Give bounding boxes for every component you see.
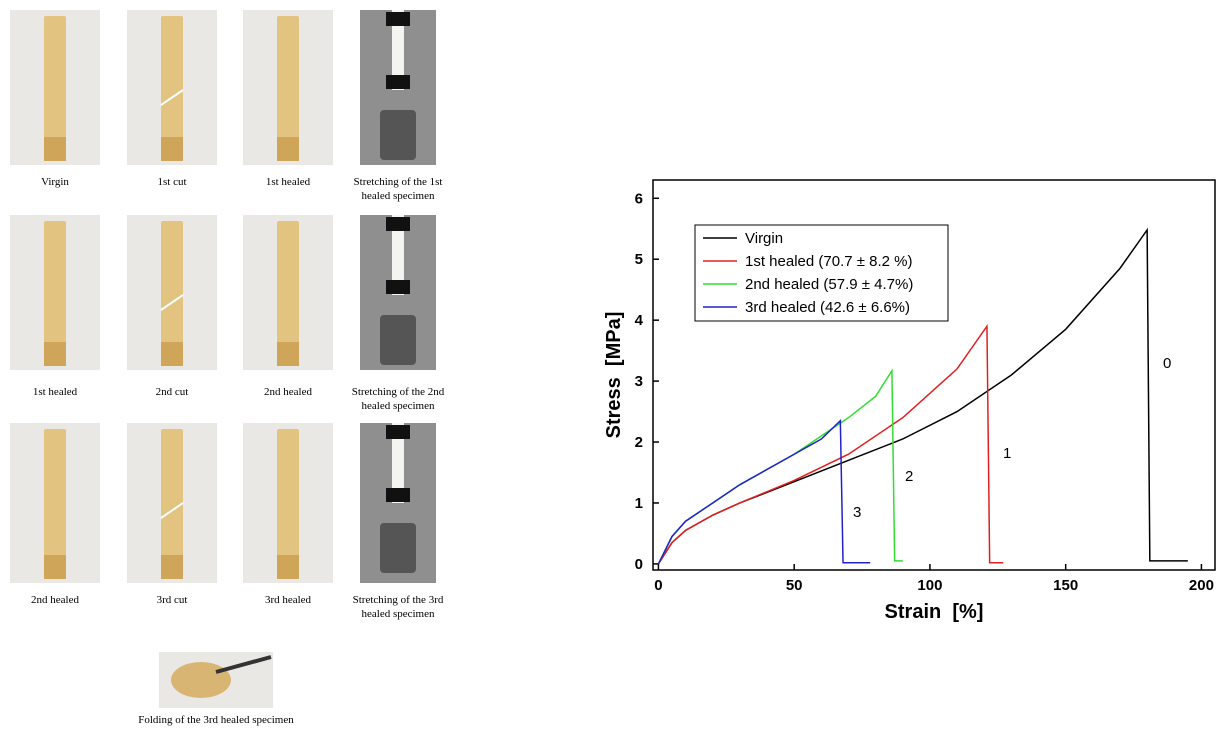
curve-annotation: 3	[853, 504, 861, 521]
legend-label: 1st healed (70.7 ± 8.2 %)	[745, 253, 913, 270]
specimen	[161, 16, 183, 161]
specimen-end	[277, 137, 299, 161]
plot-frame	[652, 179, 1216, 571]
photo-caption: Stretching of the 1st	[354, 176, 443, 188]
clip	[386, 425, 410, 439]
specimen-end	[161, 137, 183, 161]
photo-grid: Virgin 1st cut 1st healed Stretching of the…	[10, 10, 445, 726]
specimen-end	[44, 555, 66, 579]
specimen-end	[277, 342, 299, 366]
specimen	[44, 429, 66, 579]
weight	[380, 110, 416, 160]
specimen	[277, 16, 299, 161]
clip	[386, 280, 410, 294]
y-tick-label: 0	[635, 556, 643, 573]
data-line	[657, 323, 1004, 565]
photo-caption: 1st healed	[266, 176, 311, 188]
photo-caption: healed specimen	[362, 400, 435, 412]
photo-caption: Stretching of the 2nd	[352, 386, 445, 398]
chart: 0 50 100 150 200 0 1 2 3 4 5 6 Strain [%] Stress [MPa…	[603, 179, 1216, 623]
specimen	[277, 221, 299, 366]
tweezers	[215, 655, 272, 674]
data-line	[657, 418, 871, 565]
weight	[380, 315, 416, 365]
specimen-end	[44, 342, 66, 366]
clip	[386, 12, 410, 26]
y-tick-label: 3	[635, 373, 643, 390]
cut-line	[160, 502, 184, 519]
legend-box	[694, 224, 949, 322]
specimen-end	[161, 342, 183, 366]
clip	[386, 75, 410, 89]
specimen	[44, 16, 66, 161]
specimen-end	[277, 555, 299, 579]
x-tick-label: 50	[786, 577, 803, 594]
photo-caption: 2nd healed	[264, 386, 312, 398]
x-tick-label: 200	[1189, 577, 1214, 594]
photo-caption: Folding of the 3rd healed specimen	[138, 714, 294, 726]
y-tick-label: 6	[635, 190, 643, 207]
weight	[380, 523, 416, 573]
legend-label: 3rd healed (42.6 ± 6.6%)	[745, 299, 910, 316]
curve-annotation: 1	[1003, 445, 1011, 462]
curve-annotation: 0	[1163, 355, 1171, 372]
y-tick-label: 4	[635, 312, 644, 329]
y-tick-label: 5	[635, 251, 643, 268]
x-tick-label: 0	[654, 577, 662, 594]
cut-line	[160, 294, 184, 311]
legend-label: Virgin	[745, 230, 783, 247]
y-tick-label: 2	[635, 434, 643, 451]
specimen	[44, 221, 66, 366]
specimen	[392, 215, 404, 295]
photo-caption: Stretching of the 3rd	[353, 594, 444, 606]
cut-line	[160, 89, 184, 106]
photo-caption: healed specimen	[362, 608, 435, 620]
folded-specimen	[171, 662, 231, 698]
photo-caption: 2nd cut	[156, 386, 189, 398]
specimen-end	[44, 137, 66, 161]
photo-caption: 2nd healed	[31, 594, 79, 606]
specimen	[277, 429, 299, 579]
clip	[386, 217, 410, 231]
photo-caption: 1st healed	[33, 386, 78, 398]
specimen	[161, 221, 183, 366]
specimen	[392, 10, 404, 90]
y-tick-label: 1	[635, 495, 643, 512]
specimen	[161, 429, 183, 579]
x-tick-label: 100	[917, 577, 942, 594]
data-line	[657, 368, 903, 565]
x-axis-label: Strain [%]	[885, 601, 984, 623]
photo-caption: 3rd cut	[157, 594, 188, 606]
photo-caption: 3rd healed	[265, 594, 312, 606]
specimen-end	[161, 555, 183, 579]
curve-annotation: 2	[905, 468, 913, 485]
photo-caption: healed specimen	[362, 190, 435, 202]
y-axis-label: Stress [MPa]	[603, 312, 625, 439]
clip	[386, 488, 410, 502]
photo-caption: Virgin	[41, 176, 69, 188]
x-tick-label: 150	[1053, 577, 1078, 594]
photo-caption: 1st cut	[157, 176, 186, 188]
specimen	[392, 423, 404, 503]
legend-label: 2nd healed (57.9 ± 4.7%)	[745, 276, 913, 293]
